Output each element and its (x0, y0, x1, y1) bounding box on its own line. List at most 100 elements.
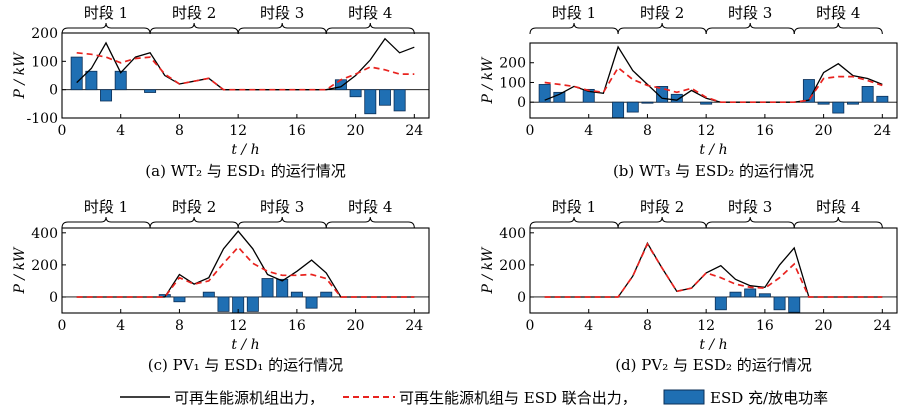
period-label: 时段 4 (816, 4, 860, 22)
x-axis-label: t / h (231, 337, 259, 353)
esd-power-bar (817, 101, 830, 105)
panel-caption: (b) WT₃ 与 ESD₂ 的运行情况 (613, 162, 814, 180)
esd-power-bar (217, 296, 230, 312)
y-axis-label: P / kW (480, 56, 496, 105)
chart-panels: 时段 1 时段 2 时段 3 时段 40 4 8 12 16 20 24-1000100200P … (12, 4, 898, 374)
plot-frame (61, 32, 430, 119)
x-tick-label: 12 (229, 123, 247, 139)
esd-power-bar (173, 296, 186, 303)
esd-power-bar (773, 296, 786, 311)
x-tick-label: 12 (229, 318, 247, 334)
esd-power-bar (261, 278, 274, 298)
period-label: 时段 4 (816, 198, 860, 216)
renewable-output-line (76, 37, 415, 91)
esd-power-bar (700, 101, 713, 105)
esd-power-bar (846, 101, 859, 105)
period-bracket (617, 22, 707, 35)
esd-power-bar (861, 86, 874, 103)
period-bracket (617, 216, 707, 229)
period-bracket (237, 216, 327, 229)
period-bracket (529, 216, 619, 229)
period-label: 时段 1 (552, 4, 596, 22)
y-tick-label: 0 (517, 95, 526, 111)
plot-frame (61, 227, 430, 314)
esd-power-bar (85, 70, 98, 91)
period-bracket (61, 22, 151, 35)
x-tick-label: 4 (116, 123, 125, 139)
plot-frame (529, 227, 898, 314)
esd-power-bar (364, 89, 377, 115)
x-tick-label: 0 (58, 318, 67, 334)
plot-frame (529, 42, 898, 119)
esd-power-bar (876, 95, 889, 103)
period-label: 时段 3 (728, 198, 772, 216)
combined-output-line (544, 66, 883, 104)
esd-power-bar (626, 101, 639, 113)
esd-power-bar (144, 89, 157, 93)
x-tick-label: 16 (288, 123, 306, 139)
x-tick-label: 8 (175, 318, 184, 334)
legend-dashed-label: 可再生能源机组与 ESD 联合出力， (399, 389, 637, 407)
x-tick-label: 4 (116, 318, 125, 334)
x-tick-label: 8 (175, 123, 184, 139)
panel-caption: (c) PV₁ 与 ESD₁ 的运行情况 (148, 356, 343, 374)
period-label: 时段 3 (260, 198, 304, 216)
esd-power-bar (553, 91, 566, 103)
period-bracket (149, 216, 239, 229)
esd-power-bar (758, 293, 771, 298)
x-tick-label: 20 (347, 123, 365, 139)
renewable-output-line (544, 241, 883, 298)
period-label: 时段 3 (260, 4, 304, 22)
esd-power-bar (641, 101, 654, 104)
period-bracket (793, 216, 883, 229)
period-label: 时段 4 (348, 4, 392, 22)
esd-power-bar (714, 296, 727, 311)
x-tick-label: 16 (288, 318, 306, 334)
combined-output-line (544, 242, 883, 298)
esd-power-bar (670, 93, 683, 103)
x-tick-label: 24 (405, 123, 423, 139)
panel-caption: (a) WT₂ 与 ESD₁ 的运行情况 (145, 162, 345, 180)
y-tick-label: 100 (499, 75, 526, 91)
y-tick-label: 400 (499, 226, 526, 242)
period-label: 时段 2 (640, 198, 684, 216)
esd-power-bar (246, 296, 259, 312)
period-bracket (705, 216, 795, 229)
esd-power-bar (114, 70, 127, 91)
esd-power-bar (305, 296, 318, 309)
panel-a: 时段 1 时段 2 时段 3 时段 40 4 8 12 16 20 24-1000100200P … (12, 4, 430, 180)
x-tick-label: 20 (815, 318, 833, 334)
esd-power-bar (320, 291, 333, 298)
x-tick-label: 20 (347, 318, 365, 334)
period-bracket (61, 216, 151, 229)
legend-bar-swatch (663, 389, 705, 405)
period-label: 时段 2 (172, 4, 216, 22)
x-tick-label: 8 (643, 318, 652, 334)
y-tick-label: 200 (31, 258, 58, 274)
panel-caption: (d) PV₂ 与 ESD₂ 的运行情况 (615, 356, 812, 374)
x-tick-label: 12 (697, 318, 715, 334)
x-axis-label: t / h (699, 142, 727, 158)
x-tick-label: 4 (584, 318, 593, 334)
x-tick-label: 16 (756, 123, 774, 139)
x-tick-label: 0 (526, 318, 535, 334)
period-bracket (325, 22, 415, 35)
x-tick-label: 0 (58, 123, 67, 139)
x-tick-label: 24 (873, 318, 891, 334)
esd-power-bar (290, 291, 303, 298)
y-tick-label: 0 (49, 83, 58, 99)
esd-power-bar (729, 291, 742, 298)
y-axis-label: P / kW (12, 246, 28, 295)
renewable-output-line (544, 45, 883, 103)
period-bracket (529, 22, 619, 35)
y-tick-label: -100 (27, 111, 58, 127)
period-label: 时段 4 (348, 198, 392, 216)
combined-output-line (76, 245, 415, 298)
x-tick-label: 12 (697, 123, 715, 139)
period-bracket (149, 22, 239, 35)
y-tick-label: 0 (517, 290, 526, 306)
x-tick-label: 4 (584, 123, 593, 139)
